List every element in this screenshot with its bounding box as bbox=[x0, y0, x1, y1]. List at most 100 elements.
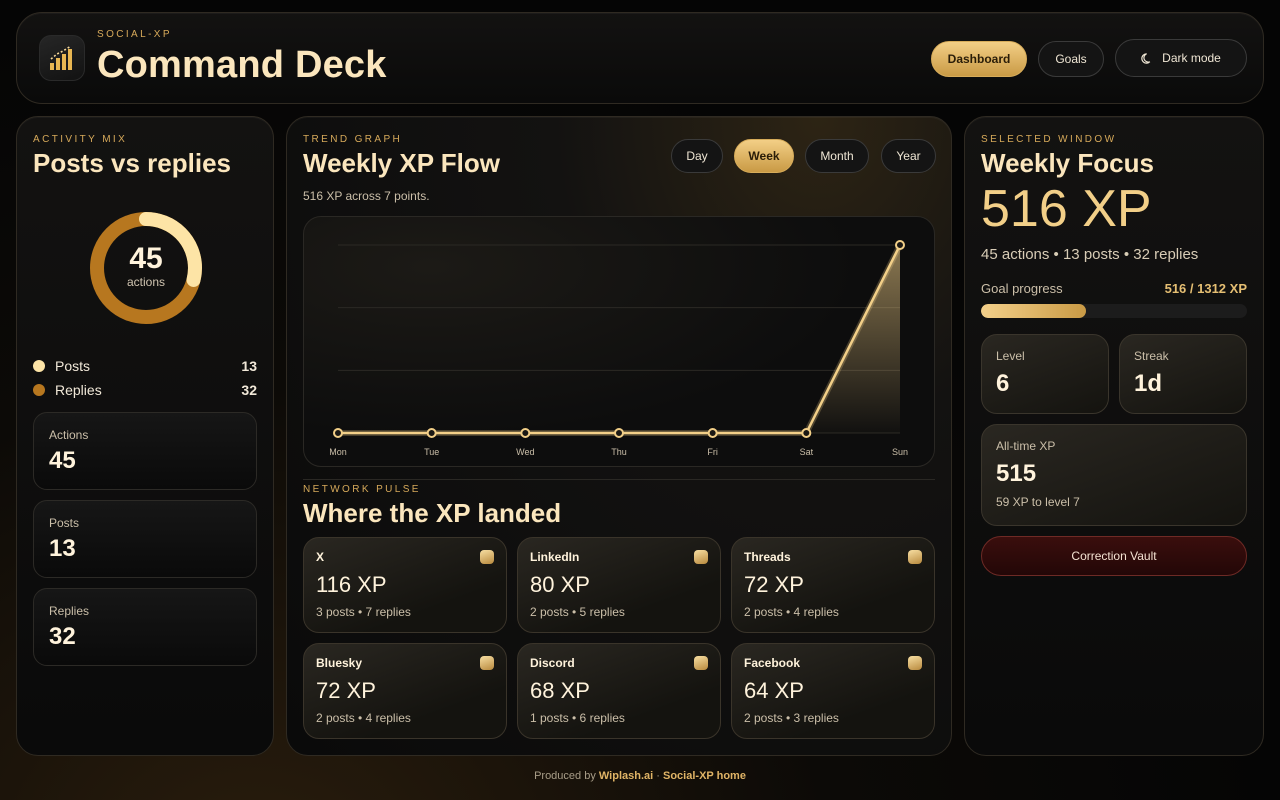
goal-progress-bar bbox=[981, 304, 1247, 318]
network-meta: 1 posts • 6 replies bbox=[530, 711, 625, 725]
nav-goals-button[interactable]: Goals bbox=[1038, 41, 1104, 77]
network-xp: 64 XP bbox=[744, 678, 804, 703]
network-name: Threads bbox=[744, 550, 791, 564]
network-card-discord[interactable]: Discord 68 XP 1 posts • 6 replies bbox=[517, 643, 721, 739]
actions-card-value: 45 bbox=[49, 447, 76, 474]
range-day-button[interactable]: Day bbox=[671, 139, 723, 173]
range-month-label: Month bbox=[820, 149, 854, 163]
focus-title: Weekly Focus bbox=[981, 148, 1154, 178]
legend-posts: Posts 13 bbox=[33, 356, 257, 376]
range-week-label: Week bbox=[748, 149, 780, 163]
correction-vault-label: Correction Vault bbox=[1071, 549, 1157, 563]
replies-card-value: 32 bbox=[49, 623, 76, 650]
focus-eyebrow: SELECTED WINDOW bbox=[981, 134, 1117, 145]
range-week-button[interactable]: Week bbox=[734, 139, 794, 173]
trend-eyebrow: TREND GRAPH bbox=[303, 134, 403, 145]
donut-center: 45 actions bbox=[87, 242, 205, 290]
pulse-title: Where the XP landed bbox=[303, 498, 562, 528]
legend-replies-value: 32 bbox=[241, 382, 257, 398]
replies-card: Replies 32 bbox=[33, 588, 257, 666]
network-card-facebook[interactable]: Facebook 64 XP 2 posts • 3 replies bbox=[731, 643, 935, 739]
goal-progress-label: Goal progress bbox=[981, 281, 1063, 296]
activity-donut-chart bbox=[90, 212, 202, 324]
chart-point bbox=[801, 428, 812, 438]
range-day-label: Day bbox=[686, 149, 708, 163]
network-name: LinkedIn bbox=[530, 550, 580, 564]
goal-progress-value: 516 / 1312 XP bbox=[1164, 281, 1247, 296]
trend-title: Weekly XP Flow bbox=[303, 148, 501, 178]
nav-goals-label: Goals bbox=[1055, 52, 1087, 66]
legend-replies-label: Replies bbox=[55, 382, 102, 398]
gem-icon bbox=[480, 550, 494, 564]
donut-label: actions bbox=[126, 275, 166, 289]
network-name: Bluesky bbox=[316, 656, 363, 670]
chart-point bbox=[707, 428, 718, 438]
streak-value: 1d bbox=[1134, 370, 1163, 397]
network-card-x[interactable]: X 116 XP 3 posts • 7 replies bbox=[303, 537, 507, 633]
wiplash-link[interactable]: Wiplash.ai bbox=[598, 770, 654, 782]
chart-line bbox=[338, 244, 902, 435]
focus-summary: 45 actions • 13 posts • 32 replies bbox=[981, 246, 1199, 263]
posts-card-label: Posts bbox=[49, 516, 80, 530]
moon-icon bbox=[1141, 52, 1151, 64]
donut-total: 45 bbox=[129, 242, 163, 275]
chart-x-tick-label: Tue bbox=[424, 447, 439, 457]
posts-card: Posts 13 bbox=[33, 500, 257, 578]
network-card-linkedin[interactable]: LinkedIn 80 XP 2 posts • 5 replies bbox=[517, 537, 721, 633]
activity-eyebrow: ACTIVITY MIX bbox=[33, 134, 128, 145]
posts-dot bbox=[33, 360, 45, 372]
range-year-label: Year bbox=[896, 149, 921, 163]
network-meta: 2 posts • 3 replies bbox=[744, 711, 839, 725]
footer-produced-by: Produced by bbox=[534, 770, 596, 782]
section-divider bbox=[303, 479, 935, 480]
app-logo[interactable] bbox=[39, 35, 85, 81]
donut-posts-arc bbox=[90, 212, 202, 324]
network-card-bluesky[interactable]: Bluesky 72 XP 2 posts • 4 replies bbox=[303, 643, 507, 739]
correction-vault-button[interactable]: Correction Vault bbox=[981, 536, 1247, 576]
gem-icon bbox=[694, 656, 708, 670]
legend-replies: Replies 32 bbox=[33, 380, 257, 400]
trend-subtitle: 516 XP across 7 points. bbox=[303, 189, 430, 203]
network-name: X bbox=[316, 550, 325, 564]
network-meta: 3 posts • 7 replies bbox=[316, 605, 411, 619]
level-label: Level bbox=[996, 349, 1025, 363]
chart-x-tick-label: Sun bbox=[892, 447, 908, 457]
chart-x-tick-label: Sat bbox=[800, 447, 814, 457]
nav-dashboard-button[interactable]: Dashboard bbox=[931, 41, 1027, 77]
chart-x-tick-label: Thu bbox=[611, 447, 627, 457]
pulse-eyebrow: NETWORK PULSE bbox=[303, 484, 421, 495]
alltime-note: 59 XP to level 7 bbox=[996, 495, 1080, 509]
alltime-xp-card: All-time XP 515 59 XP to level 7 bbox=[981, 424, 1247, 526]
network-name: Facebook bbox=[744, 656, 801, 670]
network-card-threads[interactable]: Threads 72 XP 2 posts • 4 replies bbox=[731, 537, 935, 633]
actions-card: Actions 45 bbox=[33, 412, 257, 490]
network-xp: 72 XP bbox=[744, 572, 804, 597]
network-xp: 116 XP bbox=[316, 572, 387, 597]
chart-x-tick-label: Fri bbox=[707, 447, 718, 457]
network-meta: 2 posts • 4 replies bbox=[316, 711, 411, 725]
trend-panel: TREND GRAPH Weekly XP Flow 516 XP across… bbox=[286, 116, 952, 756]
range-month-button[interactable]: Month bbox=[805, 139, 869, 173]
footer-separator: · bbox=[656, 770, 660, 782]
xp-chart-container: Mon Tue Wed Thu Fri Sat Sun bbox=[303, 216, 935, 467]
network-xp: 72 XP bbox=[316, 678, 376, 703]
level-card: Level 6 bbox=[981, 334, 1109, 414]
gem-icon bbox=[908, 550, 922, 564]
chart-line-glow bbox=[338, 243, 903, 436]
focus-xp-total: 516 XP bbox=[981, 180, 1152, 238]
gem-icon bbox=[694, 550, 708, 564]
chart-area bbox=[338, 245, 900, 433]
chart-logo-icon bbox=[50, 45, 72, 70]
range-year-button[interactable]: Year bbox=[881, 139, 936, 173]
streak-label: Streak bbox=[1134, 349, 1169, 363]
focus-panel: SELECTED WINDOW Weekly Focus 516 XP 45 a… bbox=[964, 116, 1264, 756]
nav-dashboard-label: Dashboard bbox=[947, 52, 1011, 66]
gem-icon bbox=[480, 656, 494, 670]
dark-mode-label: Dark mode bbox=[1162, 51, 1221, 65]
xp-line-chart: Mon Tue Wed Thu Fri Sat Sun bbox=[329, 240, 908, 457]
chart-point bbox=[895, 240, 905, 250]
social-xp-home-link[interactable]: Social-XP home bbox=[663, 770, 746, 782]
network-meta: 2 posts • 5 replies bbox=[530, 605, 625, 619]
page-title: Command Deck bbox=[97, 44, 387, 86]
dark-mode-toggle[interactable]: Dark mode bbox=[1115, 39, 1247, 77]
